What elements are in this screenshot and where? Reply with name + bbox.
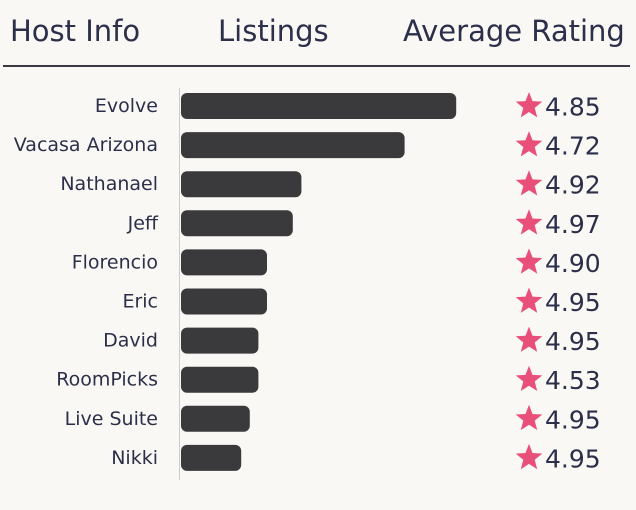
rating-value: 4.72 bbox=[545, 132, 601, 161]
star-icon bbox=[515, 170, 543, 196]
rating-value: 4.95 bbox=[545, 405, 601, 434]
host-label: RoomPicks bbox=[56, 369, 158, 391]
star-icon bbox=[515, 92, 543, 118]
star-icon bbox=[515, 131, 543, 157]
rating-value: 4.95 bbox=[545, 327, 601, 356]
host-info-header: Host Info bbox=[10, 14, 141, 48]
rating-value: 4.85 bbox=[545, 93, 601, 122]
listings-bar bbox=[181, 249, 267, 276]
table-header: Host Info Listings Average Rating bbox=[0, 0, 636, 68]
rating-value: 4.92 bbox=[545, 171, 601, 200]
star-icon bbox=[515, 326, 543, 352]
host-label: Jeff bbox=[127, 212, 159, 234]
listings-bar bbox=[181, 444, 242, 471]
listings-header: Listings bbox=[218, 14, 329, 48]
host-label: Evolve bbox=[95, 95, 158, 117]
star-icon bbox=[515, 404, 543, 431]
host-label: Nathanael bbox=[60, 173, 158, 195]
listings-bar bbox=[181, 366, 259, 393]
listings-bar bbox=[181, 132, 405, 159]
host-label: David bbox=[103, 330, 158, 352]
listings-bar bbox=[181, 171, 302, 198]
listings-bar bbox=[181, 327, 259, 354]
rating-value: 4.90 bbox=[545, 249, 601, 278]
average-rating-header: Average Rating bbox=[403, 14, 625, 48]
rating-value: 4.53 bbox=[545, 366, 601, 395]
star-icon bbox=[515, 287, 543, 313]
star-icon bbox=[515, 209, 543, 235]
host-label: Vacasa Arizona bbox=[14, 134, 158, 156]
star-icon bbox=[515, 365, 543, 392]
host-label: Eric bbox=[122, 291, 158, 313]
host-label: Florencio bbox=[72, 251, 158, 273]
listings-bar bbox=[181, 210, 293, 237]
rating-value: 4.95 bbox=[545, 288, 601, 317]
rating-value: 4.95 bbox=[545, 444, 601, 473]
listings-bar bbox=[181, 405, 250, 432]
star-icon bbox=[515, 248, 543, 274]
listings-bar bbox=[181, 288, 267, 315]
rating-value: 4.97 bbox=[545, 210, 601, 239]
header-divider bbox=[3, 65, 630, 67]
listings-bar bbox=[181, 93, 457, 119]
star-icon bbox=[515, 443, 543, 470]
host-label: Live Suite bbox=[65, 408, 158, 430]
host-label: Nikki bbox=[111, 447, 158, 469]
